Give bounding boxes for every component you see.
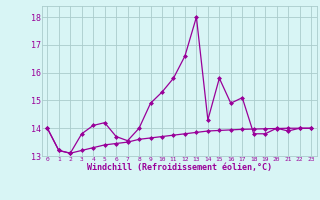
X-axis label: Windchill (Refroidissement éolien,°C): Windchill (Refroidissement éolien,°C) <box>87 163 272 172</box>
